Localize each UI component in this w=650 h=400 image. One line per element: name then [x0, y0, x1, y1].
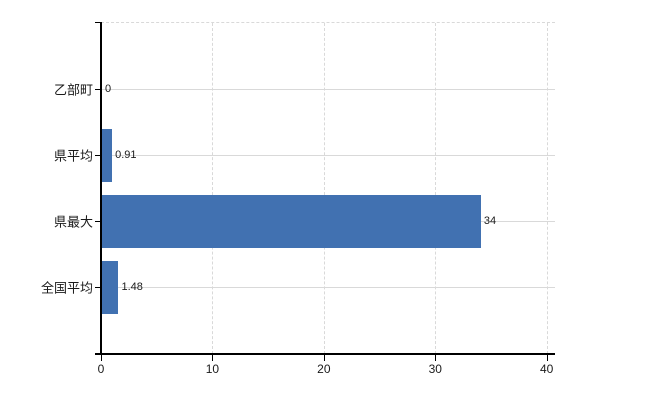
- x-axis-tick-label: 10: [205, 362, 220, 376]
- category-label: 全国平均: [40, 280, 93, 296]
- x-axis-tick-label: 0: [97, 362, 105, 376]
- plot-top-border: [101, 22, 555, 23]
- bar: [102, 195, 481, 248]
- horizontal-gridline: [102, 89, 555, 90]
- x-axis-tick: [212, 355, 214, 361]
- horizontal-gridline: [102, 287, 555, 288]
- data-label: 0.91: [115, 149, 137, 161]
- vertical-gridline: [435, 23, 437, 354]
- y-axis-tick: [95, 89, 101, 90]
- horizontal-gridline: [102, 155, 555, 156]
- x-axis-tick-label: 30: [428, 362, 442, 376]
- x-axis-tick: [546, 355, 548, 361]
- data-label: 1.48: [121, 281, 143, 293]
- category-label: 乙部町: [53, 82, 93, 98]
- vertical-gridline: [546, 23, 548, 354]
- x-axis-tick: [435, 355, 437, 361]
- x-axis-tick-label: 20: [317, 362, 331, 376]
- category-label: 県最大: [53, 214, 93, 230]
- x-axis-tick: [101, 355, 102, 361]
- y-axis-tick: [95, 155, 101, 156]
- x-axis-tick: [323, 355, 325, 361]
- y-axis-tick: [95, 22, 101, 23]
- category-label: 県平均: [53, 148, 93, 164]
- data-label: 34: [483, 215, 497, 227]
- bar: [102, 261, 119, 314]
- y-axis-tick: [95, 287, 101, 288]
- y-axis-line: [100, 22, 102, 355]
- y-axis-tick: [95, 221, 101, 222]
- x-axis-line: [95, 353, 555, 355]
- vertical-gridline: [323, 23, 325, 354]
- bar: [102, 129, 113, 182]
- x-axis-tick-label: 40: [540, 362, 554, 376]
- vertical-gridline: [212, 23, 214, 354]
- data-label: 0: [105, 83, 112, 95]
